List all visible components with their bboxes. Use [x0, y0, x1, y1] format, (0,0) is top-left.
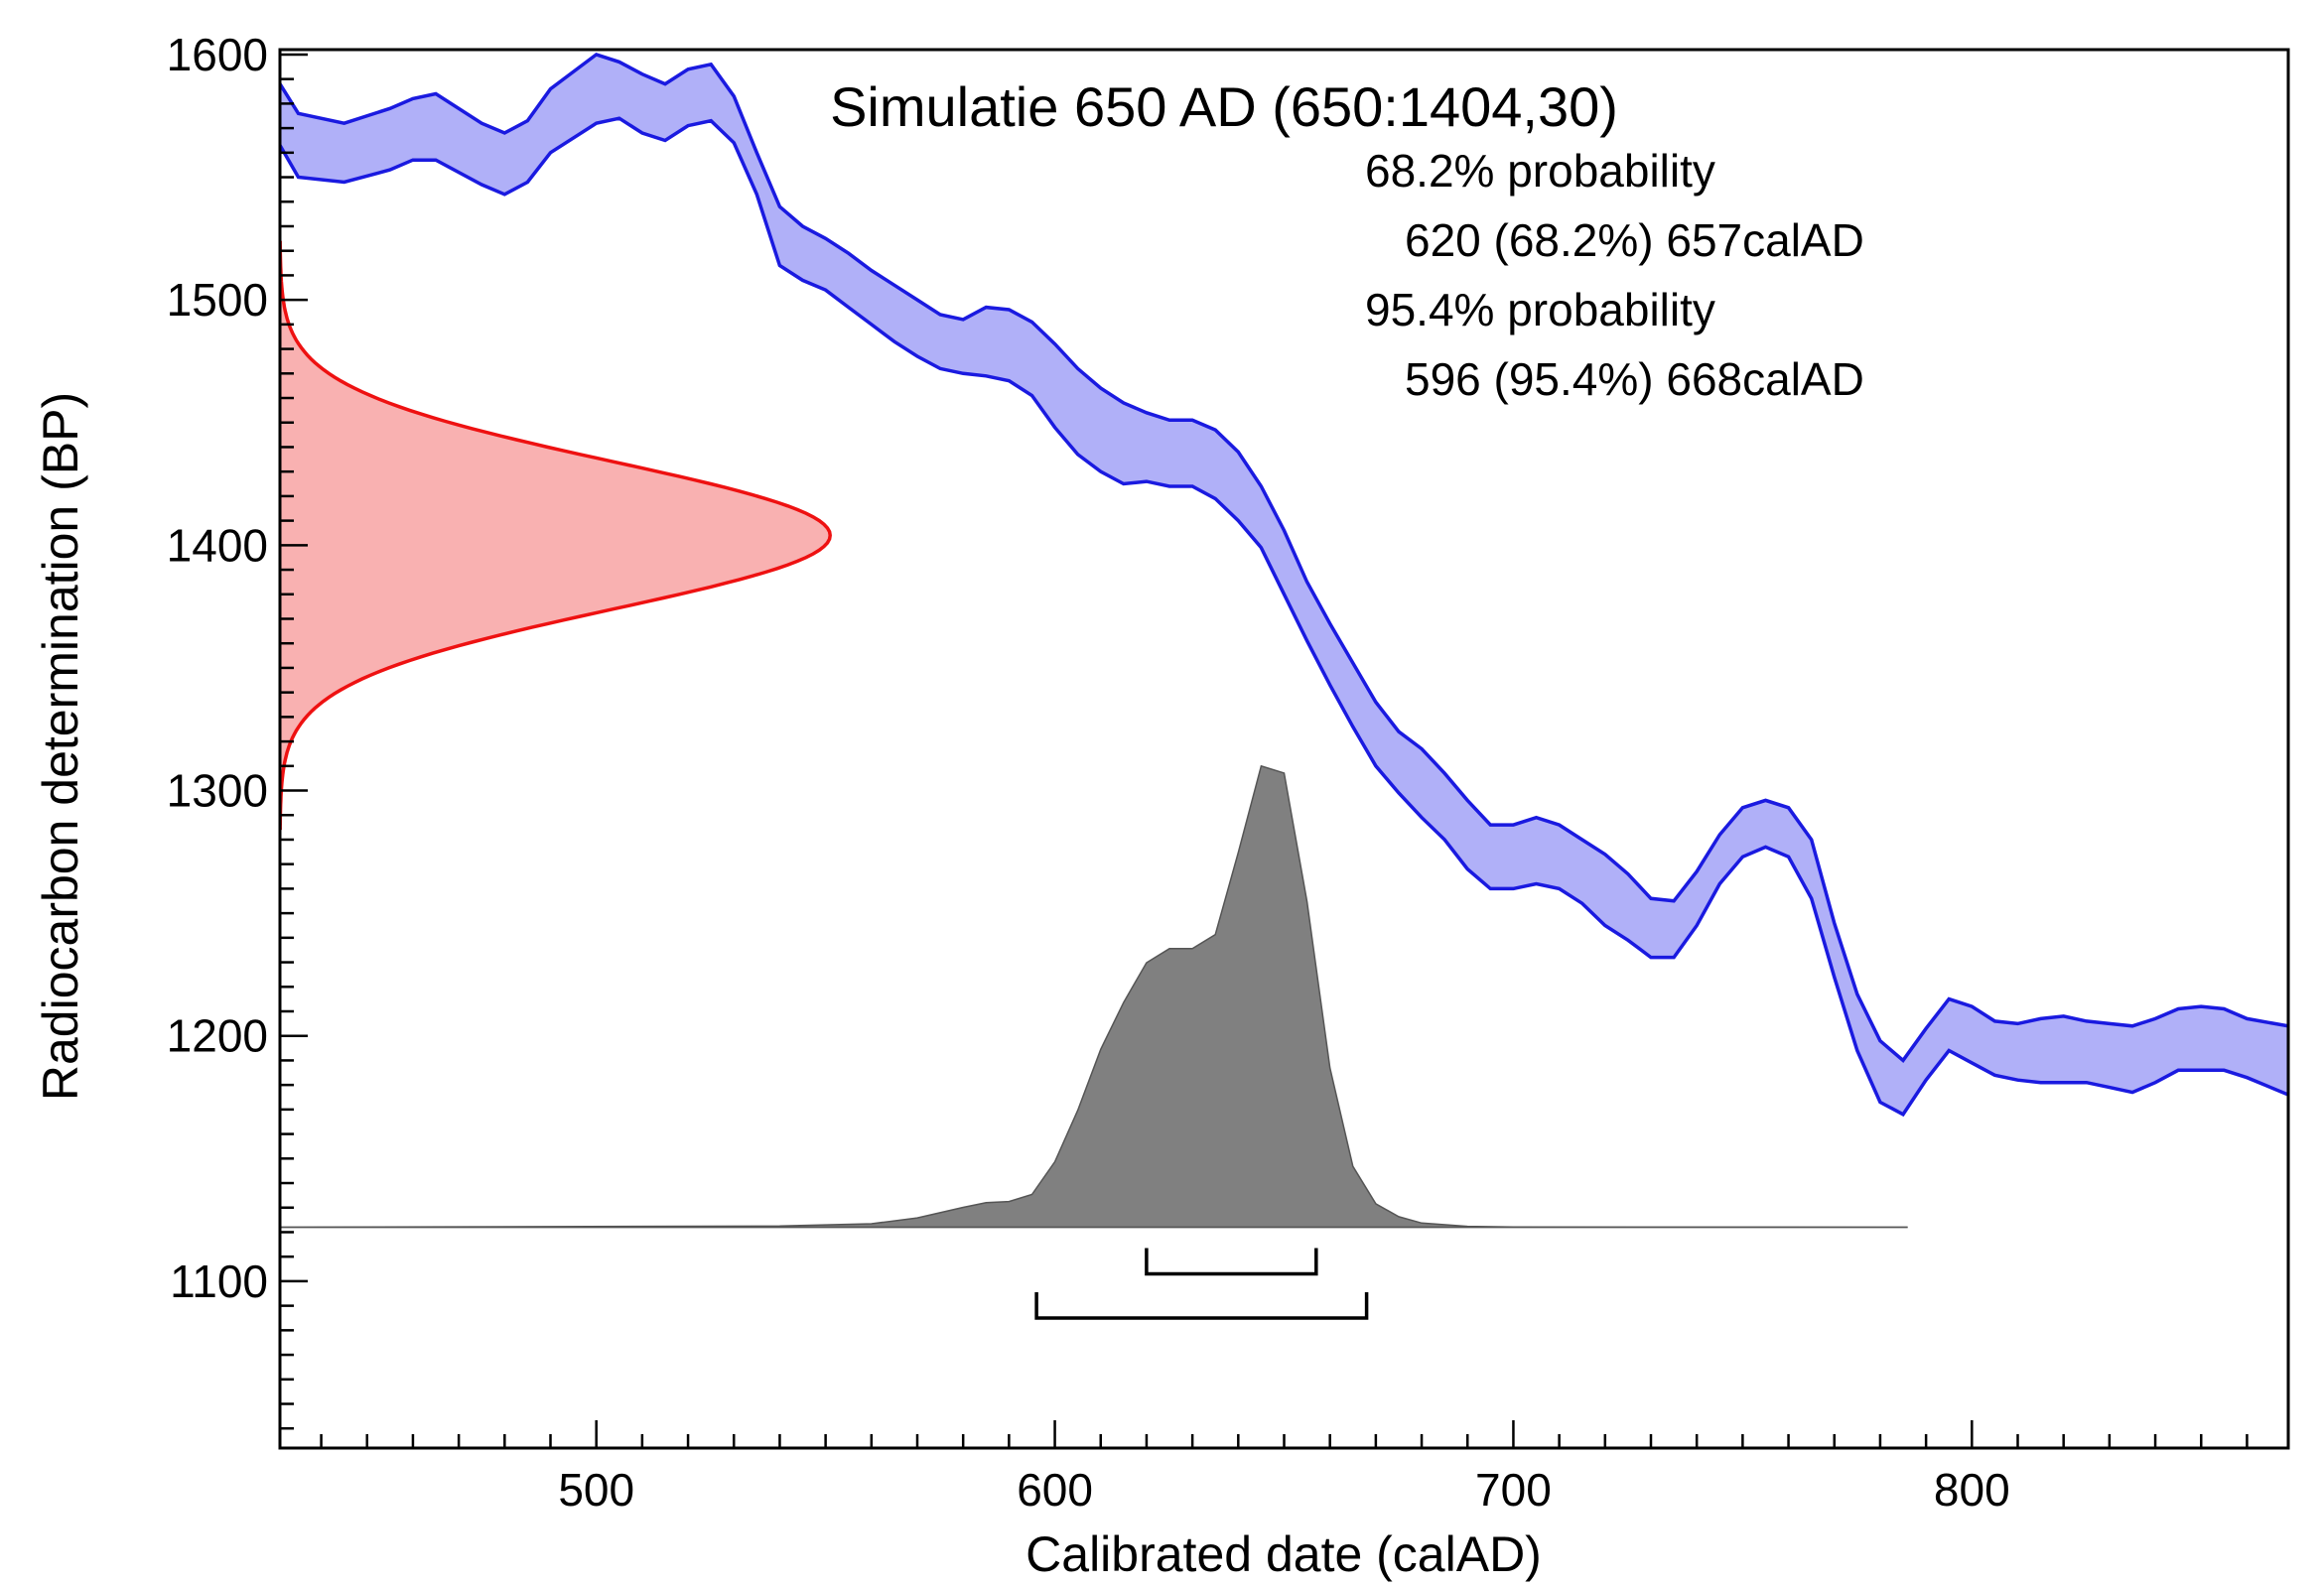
calibration-curve-band — [280, 54, 2288, 1115]
x-axis-title: Calibrated date (calAD) — [1025, 1526, 1542, 1582]
y-axis-title: Radiocarbon determination (BP) — [33, 392, 88, 1101]
plot-layer — [280, 52, 2288, 1320]
range-bracket-95-0 — [1034, 1292, 1369, 1320]
y-tick-label: 1300 — [167, 765, 268, 817]
x-tick-label: 500 — [558, 1464, 634, 1516]
x-tick-label: 700 — [1475, 1464, 1552, 1516]
x-tick-label: 600 — [1017, 1464, 1093, 1516]
y-tick-label: 1600 — [167, 29, 268, 80]
calibration-curve-lower-line — [280, 116, 2288, 1118]
range-bracket-68-0 — [1145, 1248, 1318, 1276]
probability-68-heading: 68.2% probability — [1365, 145, 1715, 197]
measurement-distribution-line — [280, 240, 832, 831]
probability-68-range: 620 (68.2%) 657calAD — [1405, 214, 1864, 266]
chart-title: Simulatie 650 AD (650:1404,30) — [830, 75, 1618, 138]
measurement-distribution-fill — [280, 240, 831, 831]
probability-95-heading: 95.4% probability — [1365, 284, 1715, 335]
probability-95-range: 596 (95.4%) 668calAD — [1405, 353, 1864, 405]
y-tick-label: 1500 — [167, 274, 268, 326]
y-tick-label: 1400 — [167, 519, 268, 571]
x-tick-label: 800 — [1934, 1464, 2010, 1516]
posterior-distribution-area — [280, 764, 1908, 1229]
y-tick-label: 1200 — [167, 1010, 268, 1062]
y-tick-label: 1100 — [170, 1256, 268, 1307]
plot-frame — [278, 48, 2290, 1450]
axis-layer: 500 600 700 800 1100 1200 1300 1400 1500 1600 — [167, 29, 2249, 1516]
calibration-curve-upper-line — [280, 52, 2288, 1063]
